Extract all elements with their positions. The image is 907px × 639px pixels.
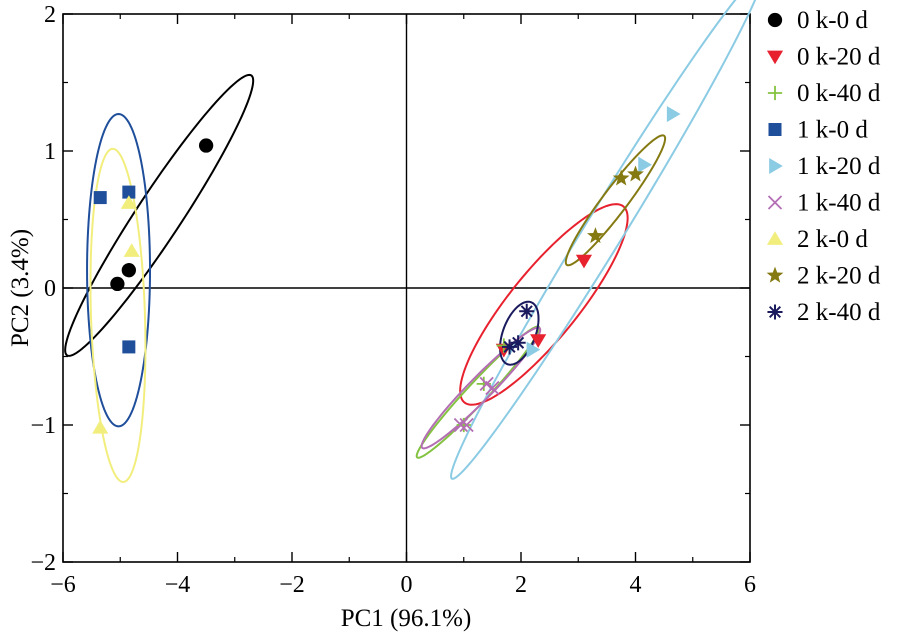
point-2k-20d — [612, 169, 630, 186]
plot-area — [62, 0, 757, 563]
ellipse-2k-20d — [564, 134, 667, 267]
point-1k-20d — [526, 341, 541, 358]
point-0k-40d — [456, 417, 471, 433]
legend-marker — [766, 231, 784, 245]
y-tick-label: −1 — [30, 413, 56, 439]
y-tick-label: 0 — [44, 276, 56, 302]
legend-label: 0 k-20 d — [797, 44, 881, 71]
legend-label: 1 k-20 d — [797, 153, 881, 180]
legend-marker — [766, 266, 784, 283]
x-tick-label: −2 — [279, 572, 305, 598]
x-tick-label: 2 — [515, 572, 527, 598]
legend-marker — [768, 123, 782, 136]
point-1k-20d — [666, 105, 681, 123]
x-tick-label: −4 — [165, 572, 191, 598]
x-tick-label: 4 — [630, 572, 642, 598]
point-0k-20d — [575, 254, 593, 269]
legend-label: 1 k-0 d — [797, 117, 868, 144]
point-1k-40d — [459, 417, 474, 433]
legend-label: 2 k-20 d — [797, 263, 881, 290]
point-2k-40d — [502, 339, 518, 355]
legend-item: 0 k-40 d — [767, 80, 881, 107]
x-axis-title: PC1 (96.1%) — [341, 605, 472, 632]
point-1k-0d — [122, 185, 136, 199]
point-2k-0d — [92, 419, 109, 434]
ellipse-0k-0d — [64, 73, 255, 357]
ellipse-2k-40d — [499, 300, 540, 366]
legend-label: 0 k-40 d — [797, 80, 881, 107]
point-0k-20d — [530, 334, 547, 348]
ellipse-1k-20d — [450, 0, 757, 480]
legend-marker — [767, 85, 783, 101]
point-0k-0d — [121, 263, 136, 278]
point-2k-40d — [510, 335, 526, 351]
point-2k-20d — [587, 227, 604, 244]
point-1k-40d — [479, 376, 494, 392]
legend-item: 1 k-20 d — [769, 153, 881, 180]
legend-label: 0 k-0 d — [797, 7, 868, 34]
legend-item: 0 k-20 d — [766, 44, 881, 71]
legend-item: 0 k-0 d — [767, 7, 868, 34]
x-tick-label: 0 — [401, 572, 413, 598]
point-1k-0d — [122, 340, 136, 354]
legend-marker — [766, 50, 784, 65]
legend-marker — [769, 157, 783, 175]
legend: 0 k-0 d 0 k-20 d 0 k-40 d 1 k-0 d 1 k-20 d 1 … — [766, 7, 881, 326]
x-tick-label: −6 — [50, 572, 76, 598]
ellipse-2k-0d — [89, 147, 147, 483]
data-points — [92, 105, 681, 434]
y-tick-label: −2 — [30, 550, 56, 576]
y-tick-label: 2 — [44, 2, 56, 28]
point-2k-20d — [627, 165, 644, 182]
legend-marker — [767, 12, 783, 28]
legend-item: 1 k-40 d — [767, 190, 881, 217]
tick-labels: −6 −4 −2 0 2 4 6 −2 −1 0 1 2 — [30, 2, 756, 598]
legend-label: 2 k-0 d — [797, 226, 868, 253]
legend-item: 2 k-20 d — [766, 263, 881, 290]
ellipse-1k-0d — [86, 113, 152, 428]
legend-marker — [767, 195, 783, 210]
x-tick-label: 6 — [744, 572, 756, 598]
confidence-ellipses — [64, 0, 757, 483]
point-2k-0d — [120, 195, 137, 209]
point-2k-40d — [519, 303, 535, 319]
point-1k-0d — [93, 191, 107, 205]
legend-label: 1 k-40 d — [797, 190, 881, 217]
point-0k-0d — [198, 138, 214, 153]
point-1k-20d — [638, 156, 652, 173]
legend-label: 2 k-40 d — [797, 299, 881, 326]
legend-marker — [767, 304, 783, 320]
axis-ticks — [62, 13, 751, 563]
point-1k-40d — [453, 417, 469, 433]
point-2k-0d — [123, 243, 140, 257]
y-axis-title: PC2 (3.4%) — [7, 229, 34, 347]
point-0k-0d — [110, 276, 125, 292]
y-tick-label: 1 — [44, 139, 56, 165]
legend-item: 2 k-40 d — [767, 299, 881, 326]
legend-item: 1 k-0 d — [768, 117, 868, 144]
legend-item: 2 k-0 d — [766, 226, 868, 253]
